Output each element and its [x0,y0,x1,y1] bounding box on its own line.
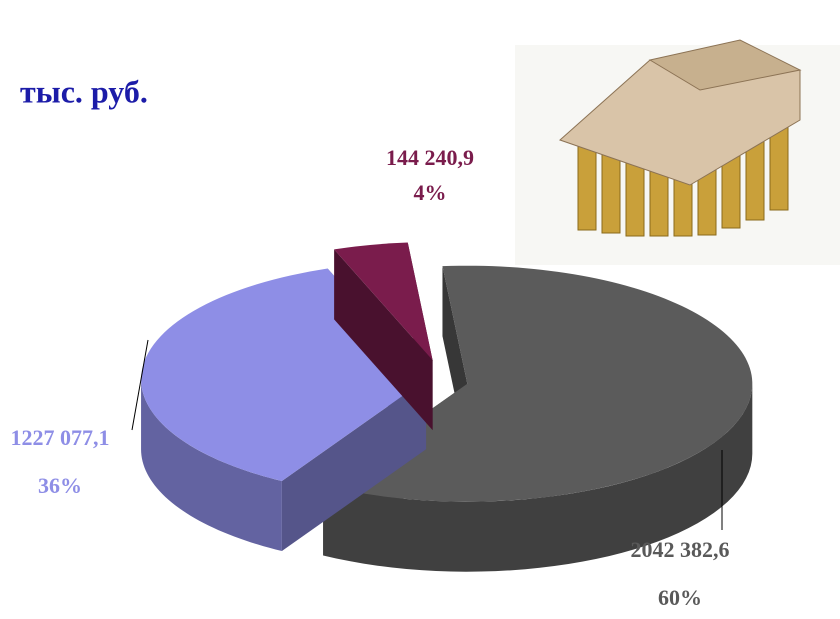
value-label: 144 240,9 [386,145,474,170]
chart: тыс. руб. 2042 382,6 60% 1227 077,1 36% 144 … [0,0,840,619]
house-illustration [515,40,840,265]
chart-subtitle: тыс. руб. [20,73,148,109]
percent-label: 60% [658,585,702,610]
percent-label: 36% [38,473,82,498]
percent-label: 4% [414,180,447,205]
value-label: 2042 382,6 [631,537,730,562]
value-label: 1227 077,1 [11,425,110,450]
